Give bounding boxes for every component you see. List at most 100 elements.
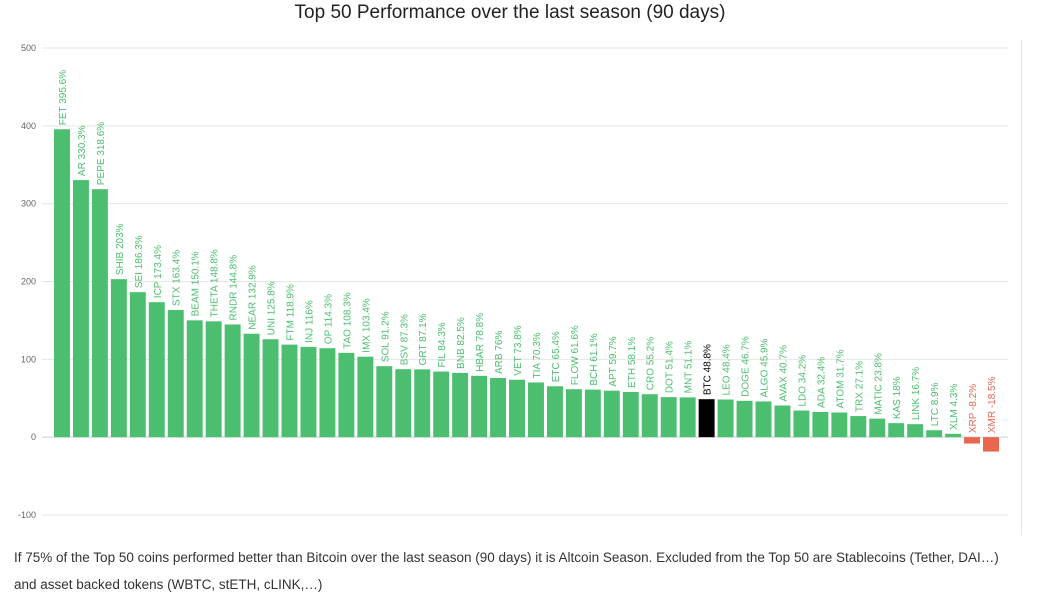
bar-label: SHIB 203% <box>115 223 126 275</box>
y-tick-label: 100 <box>21 354 36 364</box>
bar-label: XLM 4.3% <box>949 384 960 430</box>
bar-avax[interactable] <box>774 405 791 438</box>
bar-trx[interactable] <box>850 416 867 438</box>
bar-label: STX 163.4% <box>172 250 183 306</box>
bar-stx[interactable] <box>167 309 184 438</box>
bar-atom[interactable] <box>831 412 848 438</box>
bar-label: ARB 76% <box>494 331 505 374</box>
bar-label: HBAR 78.8% <box>475 313 486 372</box>
bar-label: THETA 148.8% <box>210 249 221 317</box>
bar-eth[interactable] <box>622 391 639 438</box>
bar-ldo[interactable] <box>793 410 810 438</box>
bar-label: LTC 8.9% <box>930 382 941 426</box>
bar-label: DOGE 46.7% <box>741 336 752 397</box>
bar-shib[interactable] <box>110 279 127 438</box>
bar-algo[interactable] <box>755 401 772 438</box>
y-tick-label: 400 <box>21 121 36 131</box>
bar-pepe[interactable] <box>91 189 108 438</box>
bar-flow[interactable] <box>565 389 582 438</box>
bar-mnt[interactable] <box>679 397 696 438</box>
bar-kas[interactable] <box>888 423 905 438</box>
bar-label: FIL 84.3% <box>437 322 448 367</box>
bar-label: FTM 118.9% <box>286 284 297 341</box>
bar-tao[interactable] <box>338 352 355 438</box>
bar-cro[interactable] <box>641 394 658 438</box>
bar-leo[interactable] <box>717 399 734 438</box>
bar-ada[interactable] <box>812 411 829 438</box>
bar-theta[interactable] <box>205 321 222 438</box>
bar-label: XRP -8.2% <box>968 384 979 433</box>
bar-sol[interactable] <box>376 366 393 438</box>
bar-op[interactable] <box>319 348 336 438</box>
bar-ftm[interactable] <box>281 344 298 438</box>
bar-etc[interactable] <box>546 386 563 438</box>
bar-label: INJ 116% <box>304 300 315 343</box>
bar-label: LEO 48.4% <box>722 344 733 395</box>
y-tick-label: 0 <box>31 432 36 442</box>
bar-xmr[interactable] <box>983 437 999 452</box>
bar-fet[interactable] <box>54 129 70 438</box>
bar-ar[interactable] <box>72 180 89 438</box>
bar-label: RNDR 144.8% <box>229 255 240 321</box>
bar-chart: -100 0 100 200 300 400 500 FET 395.6% AR 330.3%… <box>18 43 1008 520</box>
bar-label: KAS 18% <box>892 376 903 419</box>
bar-label: APT 59.7% <box>608 336 619 387</box>
bar-bnb[interactable] <box>452 372 469 438</box>
bar-doge[interactable] <box>736 400 753 438</box>
bar-label: UNI 125.8% <box>267 281 278 335</box>
bar-uni[interactable] <box>262 339 279 438</box>
bar-dot[interactable] <box>660 397 677 438</box>
panel-divider <box>1021 40 1022 535</box>
bar-fil[interactable] <box>433 371 450 438</box>
bar-label: FET 395.6% <box>58 70 69 126</box>
bar-link[interactable] <box>907 424 924 438</box>
grid-lines <box>42 47 1008 516</box>
bar-label: GRT 87.1% <box>418 313 429 365</box>
bar-tia[interactable] <box>528 382 544 438</box>
bar-label: BEAM 150.1% <box>191 251 202 316</box>
bar-vet[interactable] <box>509 379 525 438</box>
bar-label: XMR -18.5% <box>987 376 998 433</box>
bar-label: TRX 27.1% <box>854 361 865 412</box>
bar-label: PEPE 318.6% <box>96 122 107 185</box>
y-tick-label: 200 <box>21 277 36 287</box>
bar-label: SEI 186.3% <box>134 235 145 288</box>
bar-label: TIA 70.3% <box>532 332 543 378</box>
bar-rndr[interactable] <box>224 324 241 438</box>
y-axis-ticks: -100 0 100 200 300 400 500 <box>18 43 36 520</box>
bar-ltc[interactable] <box>926 430 943 438</box>
bar-label: IMX 103.4% <box>361 298 372 353</box>
bar-beam[interactable] <box>186 320 203 438</box>
bar-label: BCH 61.1% <box>589 333 600 385</box>
bar-bsv[interactable] <box>395 369 412 438</box>
bar-hbar[interactable] <box>471 375 488 438</box>
bar-label: BTC 48.8% <box>703 344 714 395</box>
bar-apt[interactable] <box>603 390 620 438</box>
bar-label: ALGO 45.9% <box>760 338 771 397</box>
bar-near[interactable] <box>243 333 260 438</box>
altcoin-season-footnote: If 75% of the Top 50 coins performed bet… <box>14 550 999 592</box>
bar-arb[interactable] <box>490 378 507 438</box>
bar-icp[interactable] <box>148 302 165 438</box>
bar-label: LINK 16.7% <box>911 367 922 420</box>
bar-label: BNB 82.5% <box>456 317 467 369</box>
bar-matic[interactable] <box>869 418 886 438</box>
bar-inj[interactable] <box>300 346 317 438</box>
bar-label: LDO 34.2% <box>797 355 808 407</box>
bar-label: ETC 65.4% <box>551 331 562 382</box>
bar-label: SOL 91.2% <box>380 311 391 362</box>
bar-imx[interactable] <box>357 356 374 438</box>
y-tick-label: -100 <box>18 510 36 520</box>
bar-label: DOT 51.4% <box>665 341 676 393</box>
bar-btc[interactable] <box>698 399 715 438</box>
bar-grt[interactable] <box>414 369 431 438</box>
y-tick-label: 500 <box>21 43 36 53</box>
bar-xrp[interactable] <box>964 437 981 444</box>
bar-xlm[interactable] <box>945 433 962 438</box>
bars <box>54 129 999 452</box>
bar-sei[interactable] <box>129 292 146 438</box>
bar-bch[interactable] <box>584 389 601 438</box>
bar-label: NEAR 132.9% <box>248 265 259 330</box>
bar-label: VET 73.8% <box>513 325 524 376</box>
bar-label: MATIC 23.8% <box>873 353 884 415</box>
